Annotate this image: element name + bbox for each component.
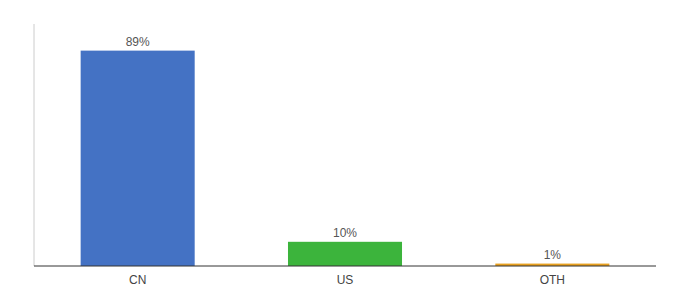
bars — [81, 51, 610, 266]
data-label: 1% — [544, 248, 562, 262]
chart-container: CN US OTH 89% 10% 1% — [0, 0, 680, 300]
data-label: 89% — [126, 35, 150, 49]
chart: CN US OTH 89% 10% 1% — [0, 0, 680, 300]
data-label: 10% — [333, 226, 357, 240]
bar — [81, 51, 195, 266]
page: {"chart_data": {"type": "bar", "categori… — [0, 0, 680, 300]
y-axis-line — [34, 24, 35, 266]
bar — [288, 242, 402, 266]
x-tick-label: US — [337, 273, 354, 287]
x-axis-line — [34, 266, 656, 267]
x-tick-label: CN — [129, 273, 146, 287]
x-tick-label: OTH — [540, 273, 565, 287]
